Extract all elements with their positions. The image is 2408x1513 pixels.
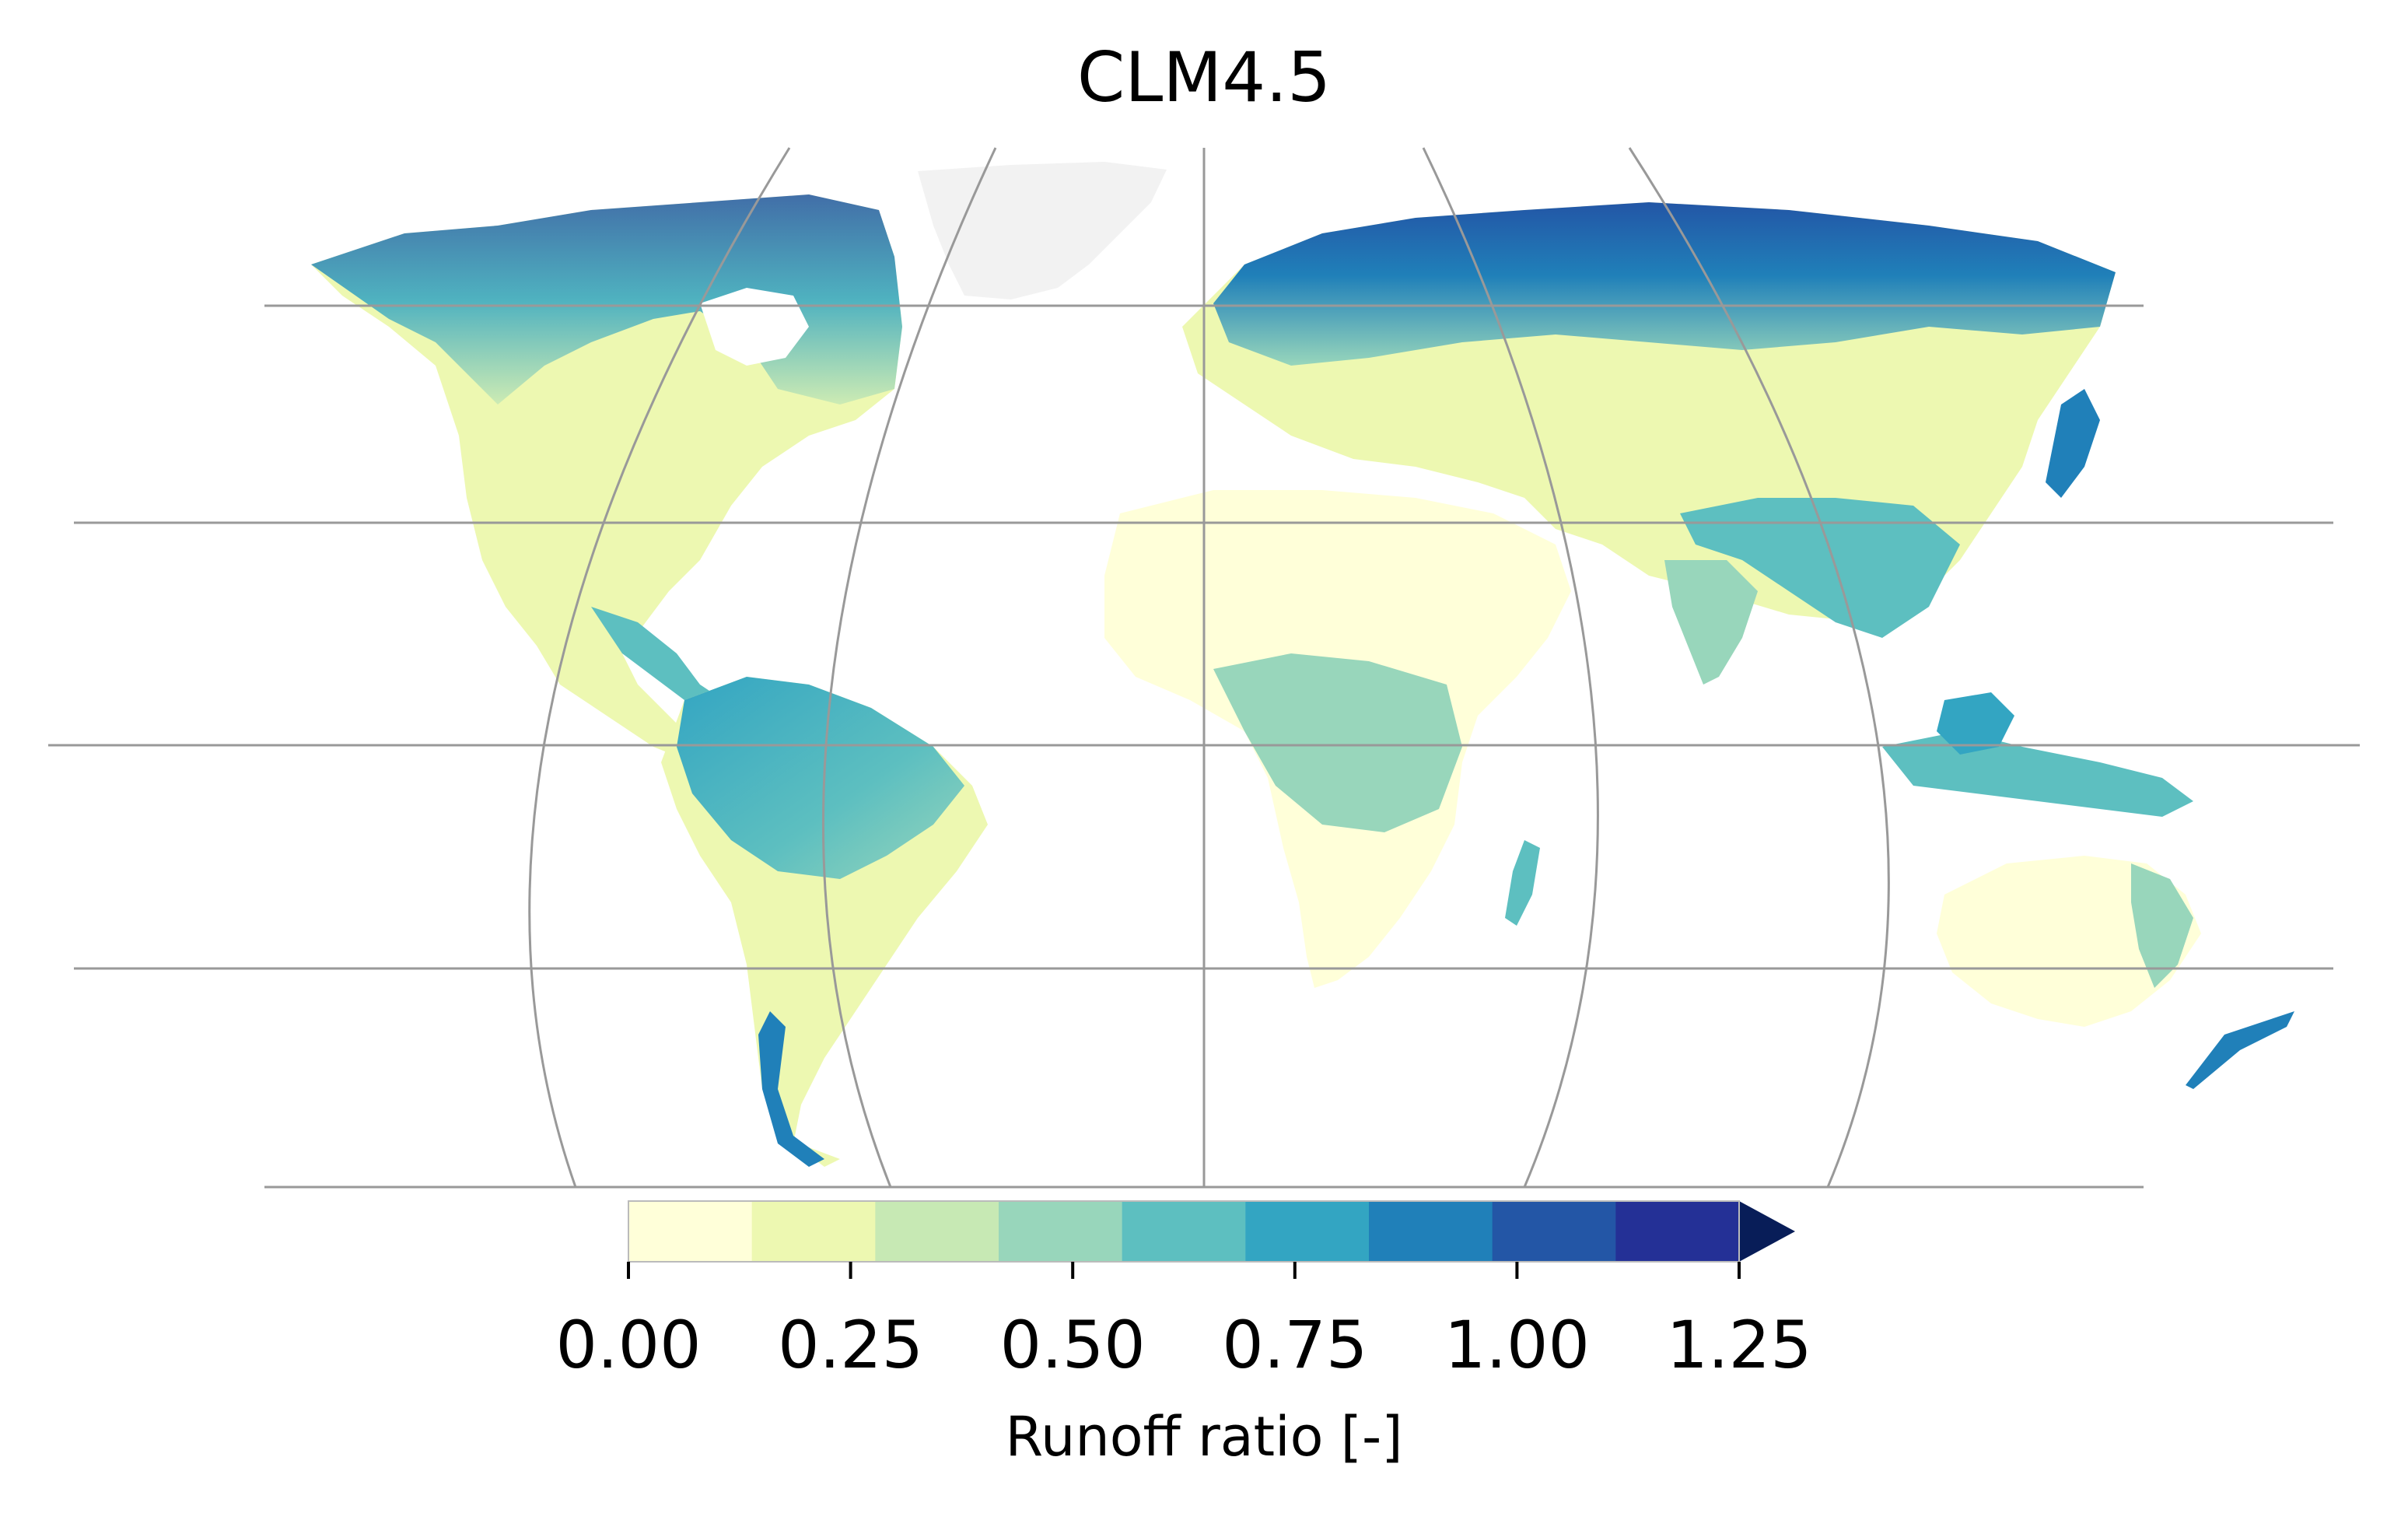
colorbar-tick-label: 1.00 — [1444, 1307, 1590, 1383]
colorbar-segment — [1615, 1201, 1740, 1262]
colorbar-segment — [875, 1201, 999, 1262]
colorbar-tick-label: 0.75 — [1222, 1307, 1368, 1383]
colorbar-segment — [1122, 1201, 1246, 1262]
meridian-line — [822, 147, 997, 1188]
patagonia-wet-region — [758, 1011, 824, 1167]
south-asia-wet-region — [1680, 498, 1960, 638]
madagascar-region — [1505, 840, 1540, 926]
colorbar-tick-label: 0.25 — [778, 1307, 924, 1383]
colorbar-extend-arrow — [1739, 1201, 1795, 1262]
borneo-region — [1937, 692, 2014, 755]
land-masses — [311, 162, 2294, 1167]
colorbar-tick-label: 0.50 — [999, 1307, 1146, 1383]
colorbar-segment — [751, 1201, 876, 1262]
meridian-line — [1422, 147, 1599, 1188]
colorbar-segment — [1245, 1201, 1370, 1262]
meridian-line — [528, 147, 791, 1188]
colorbar-segments — [628, 1200, 1795, 1263]
map-title: CLM4.5 — [1076, 37, 1332, 117]
colorbar-segment — [999, 1201, 1123, 1262]
colorbar-ticks — [627, 1262, 1741, 1279]
new-zealand-region — [2186, 1011, 2294, 1089]
colorbar-segment — [628, 1201, 753, 1262]
siberia-wet-region — [1213, 202, 2116, 366]
central-africa-wet-region — [1213, 653, 1462, 832]
australia-east-wet-region — [2131, 863, 2193, 988]
meridian-line — [1628, 147, 1890, 1188]
graticule — [48, 147, 2360, 1189]
colorbar-segment — [1492, 1201, 1616, 1262]
hudson-bay — [700, 288, 809, 366]
india-region — [1664, 560, 1758, 685]
greenland-region — [918, 162, 1167, 299]
central-america-region — [591, 607, 723, 716]
colorbar-segment — [1369, 1201, 1493, 1262]
amazon-wet-region — [677, 677, 964, 879]
colorbar-outline — [628, 1200, 1740, 1263]
colorbar-label: Runoff ratio [-] — [1005, 1405, 1403, 1469]
colorbar-tick-label: 1.25 — [1666, 1307, 1812, 1383]
japan-region — [2046, 389, 2100, 498]
colorbar-tick-label: 0.00 — [555, 1307, 702, 1383]
